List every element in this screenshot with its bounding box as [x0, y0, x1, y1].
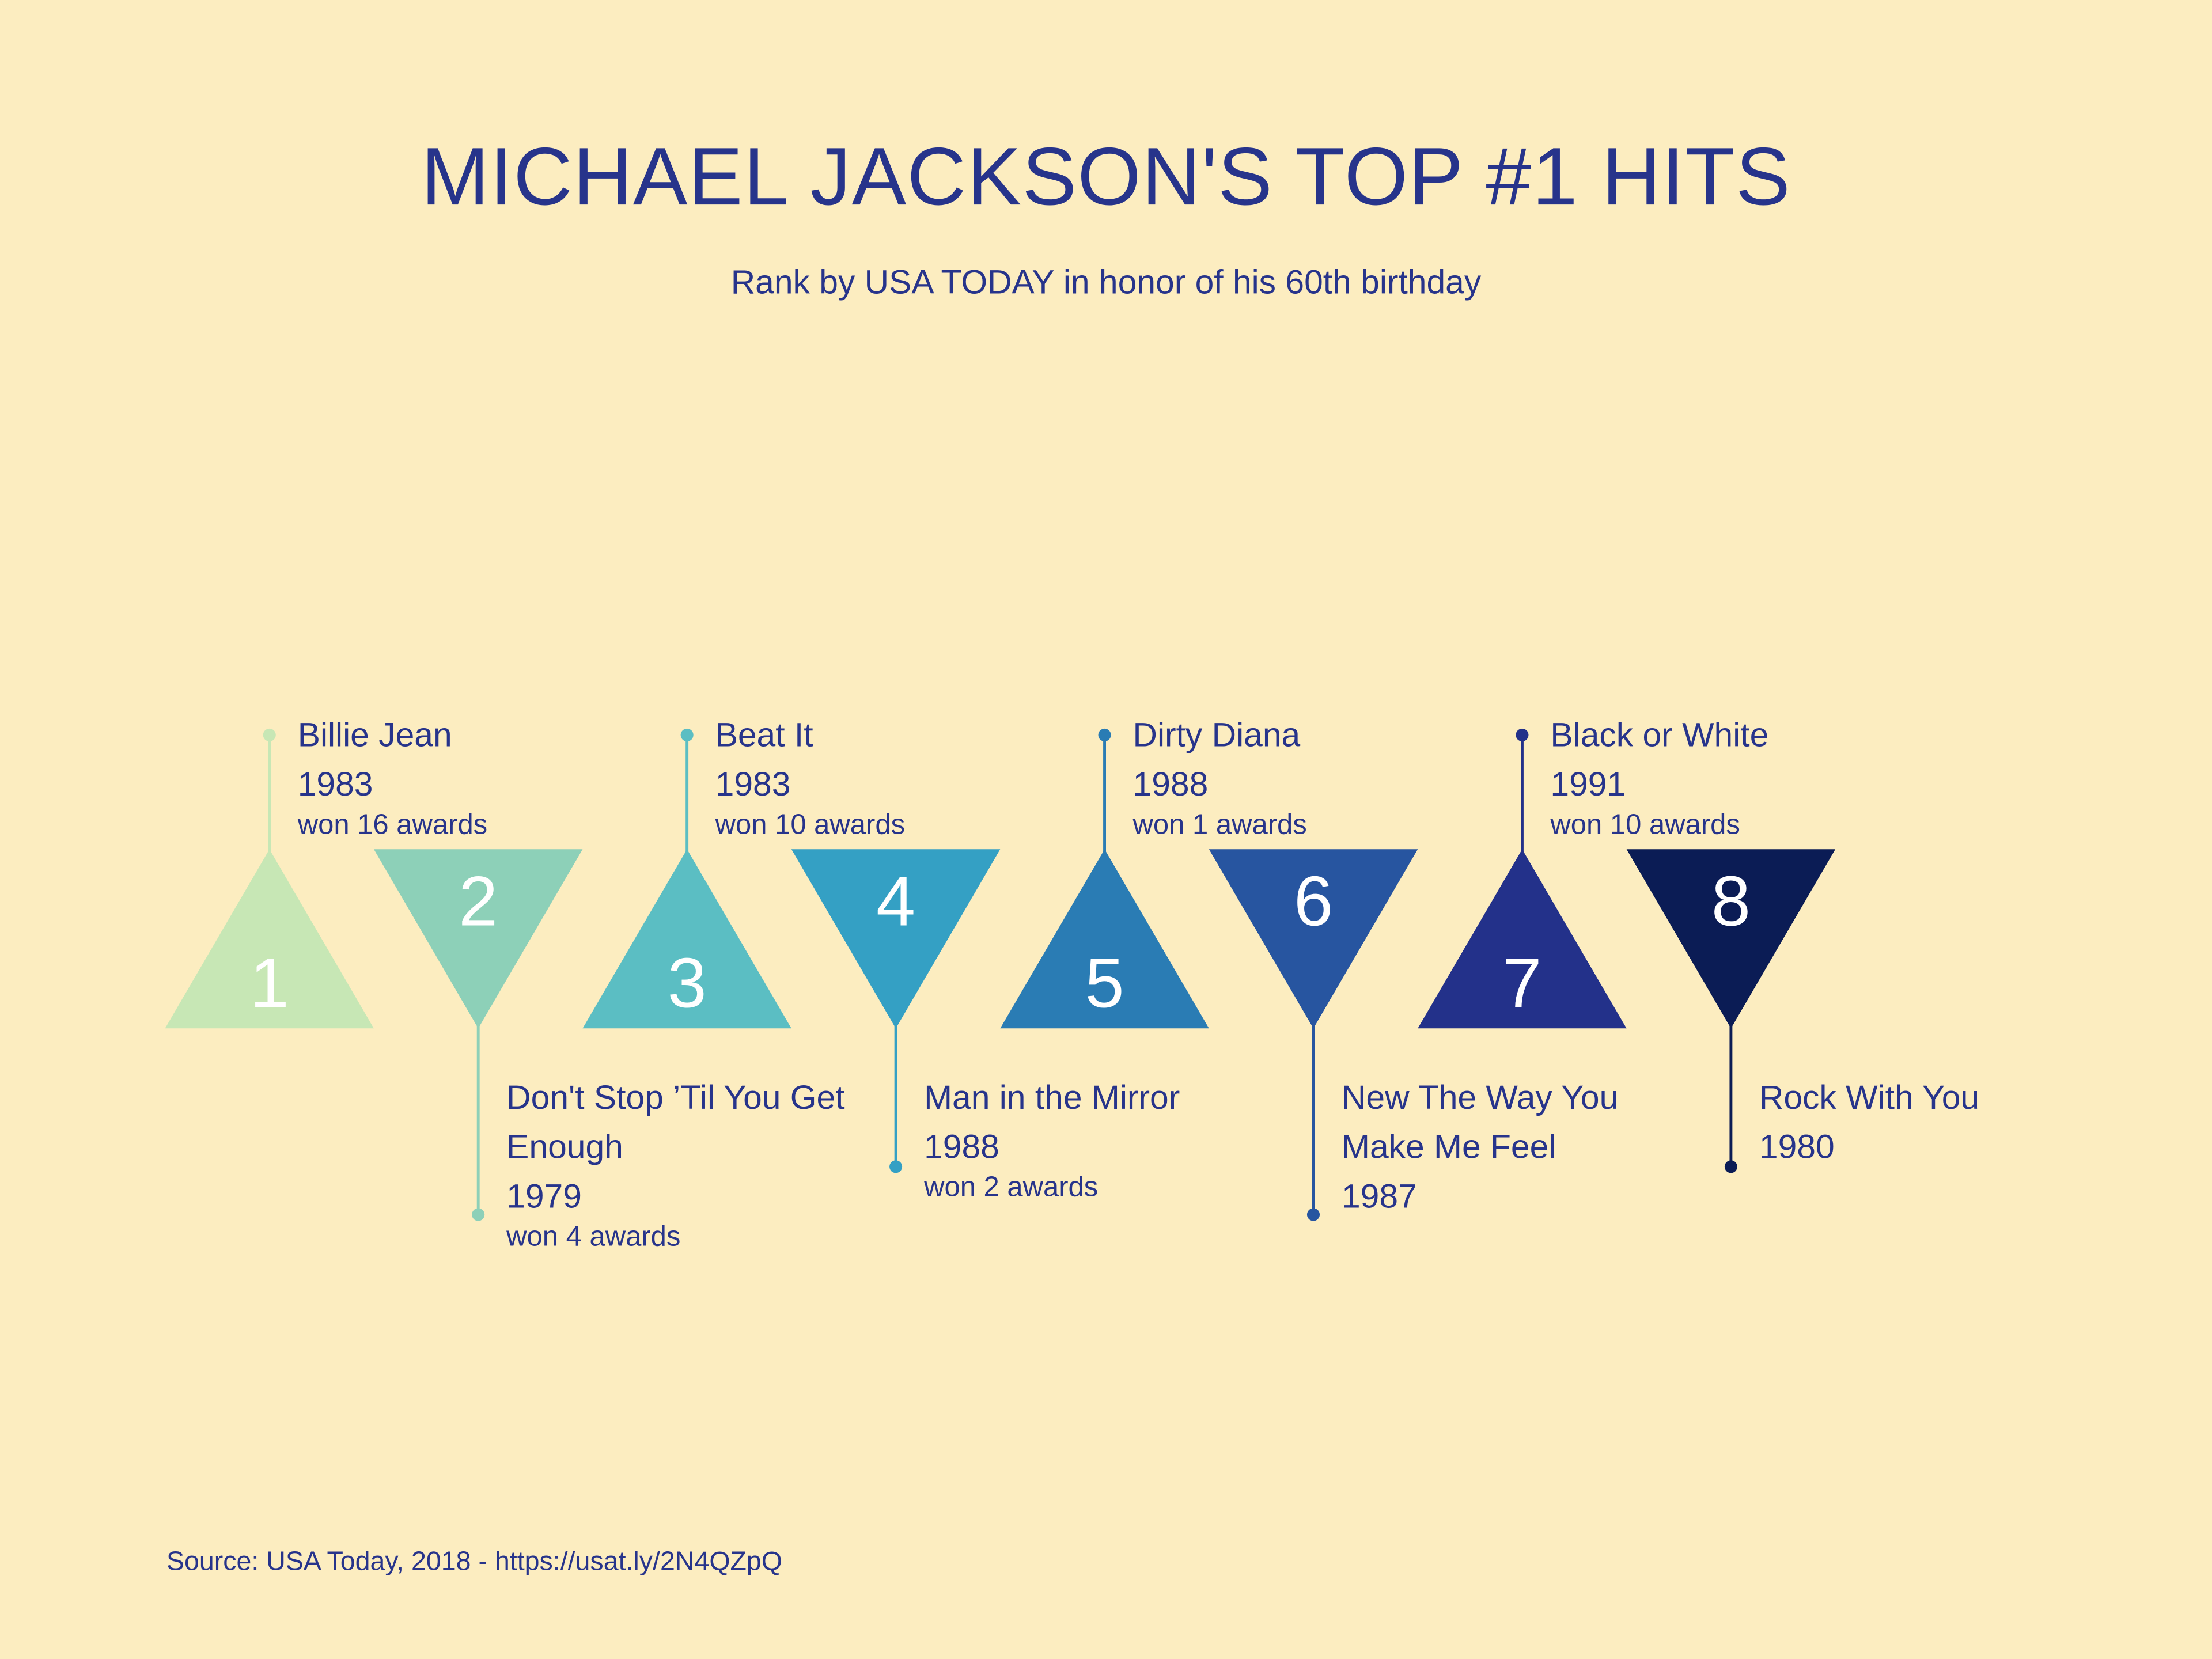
label-rank-5: Dirty Diana 1988 won 1 awards	[1132, 711, 1307, 841]
rank-number-7: 7	[1502, 944, 1541, 1022]
triangle-rank-4	[791, 849, 1001, 1029]
song-year: 1988	[924, 1128, 999, 1167]
rank-number-6: 6	[1294, 862, 1333, 941]
song-name: Billie Jean	[297, 717, 452, 755]
song-awards: won 16 awards	[297, 809, 488, 841]
triangle-rank-5	[1000, 849, 1209, 1029]
marker-dot-4	[889, 1160, 903, 1173]
song-name: Black or White	[1550, 717, 1769, 755]
label-rank-2: Don't Stop ’Til You Get Enough 1979 won …	[506, 1074, 845, 1253]
song-year: 1991	[1550, 766, 1626, 804]
label-rank-4: Man in the Mirror 1988 won 2 awards	[924, 1074, 1180, 1203]
triangle-rank-3	[582, 849, 791, 1029]
rank-number-2: 2	[459, 862, 498, 941]
label-rank-3: Beat It 1983 won 10 awards	[715, 711, 906, 841]
song-awards: won 10 awards	[715, 809, 906, 841]
rank-number-4: 4	[876, 862, 915, 941]
song-name-line2: Enough	[506, 1128, 623, 1167]
rank-number-8: 8	[1711, 862, 1751, 941]
marker-dot-3	[680, 728, 694, 741]
triangle-rank-7	[1418, 849, 1627, 1029]
song-name: Dirty Diana	[1132, 717, 1301, 755]
rank-number-5: 5	[1085, 944, 1124, 1022]
song-name: New The Way You	[1341, 1079, 1619, 1118]
song-name: Man in the Mirror	[924, 1079, 1180, 1118]
triangle-rank-8	[1626, 849, 1836, 1029]
song-year: 1979	[506, 1177, 582, 1217]
label-rank-1: Billie Jean 1983 won 16 awards	[297, 711, 488, 841]
triangle-rank-6	[1209, 849, 1418, 1029]
song-name: Beat It	[715, 717, 813, 755]
song-name: Don't Stop ’Til You Get	[506, 1079, 845, 1118]
triangle-rank-1	[165, 849, 374, 1029]
source-note: Source: USA Today, 2018 - https://usat.l…	[166, 1547, 783, 1577]
marker-dot-1	[263, 728, 276, 741]
song-name: Rock With You	[1759, 1079, 1980, 1118]
song-awards: won 10 awards	[1550, 809, 1740, 841]
song-name-line2: Make Me Feel	[1341, 1128, 1556, 1167]
marker-dot-7	[1516, 728, 1529, 741]
song-year: 1983	[715, 766, 791, 804]
label-rank-8: Rock With You 1980	[1759, 1074, 1979, 1172]
marker-dot-8	[1724, 1160, 1737, 1173]
marker-dot-6	[1306, 1208, 1320, 1221]
triangle-rank-2	[373, 849, 583, 1029]
song-year: 1988	[1132, 766, 1209, 804]
label-rank-7: Black or White 1991 won 10 awards	[1550, 711, 1769, 841]
rank-number-1: 1	[250, 944, 289, 1022]
song-year: 1987	[1341, 1177, 1417, 1217]
song-awards: won 1 awards	[1132, 809, 1307, 841]
rank-number-3: 3	[668, 944, 707, 1022]
label-rank-6: New The Way You Make Me Feel 1987	[1342, 1074, 1618, 1222]
song-year: 1980	[1759, 1128, 1835, 1167]
song-year: 1983	[297, 766, 373, 804]
song-awards: won 2 awards	[924, 1172, 1099, 1203]
song-awards: won 4 awards	[506, 1221, 681, 1253]
subtitle: Rank by USA TODAY in honor of his 60th b…	[730, 263, 1482, 302]
marker-dot-2	[472, 1208, 485, 1221]
marker-dot-5	[1098, 728, 1111, 741]
page-title: MICHAEL JACKSON'S TOP #1 HITS	[421, 131, 1791, 223]
